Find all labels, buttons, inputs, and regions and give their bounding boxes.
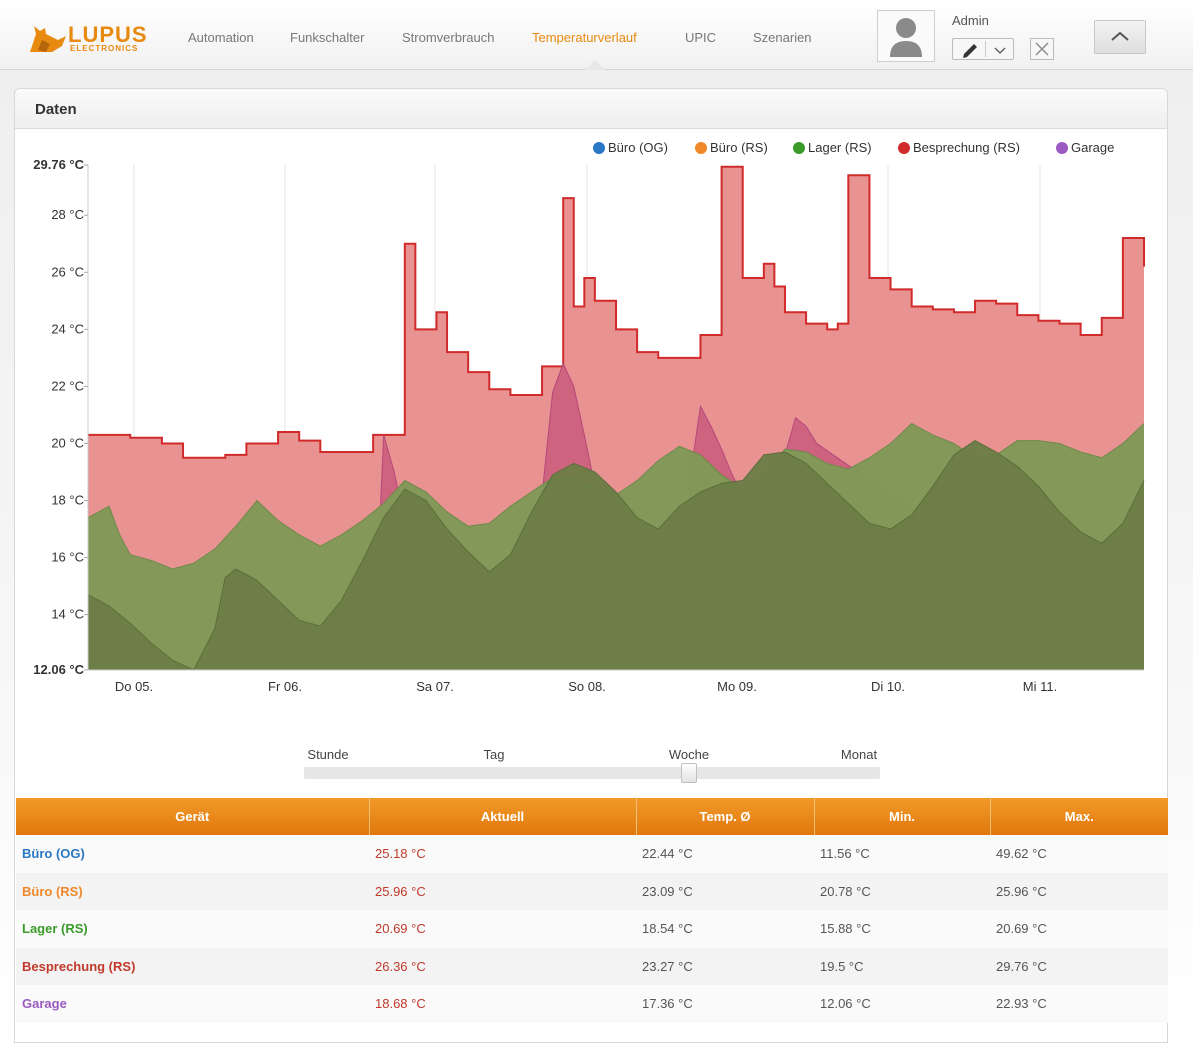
lupus-logo[interactable]: LUPUS ELECTRONICS bbox=[28, 22, 160, 56]
legend-label[interactable]: Besprechung (RS) bbox=[913, 140, 1020, 155]
legend-marker[interactable] bbox=[898, 142, 910, 154]
x-tick-label: Fr 06. bbox=[268, 679, 302, 694]
logo-text: LUPUS bbox=[68, 22, 148, 47]
nav-szenarien[interactable]: Szenarien bbox=[753, 30, 812, 45]
avg-temp: 18.54 °C bbox=[636, 910, 814, 948]
top-bar: LUPUS ELECTRONICS Automation Funkschalte… bbox=[0, 0, 1193, 70]
x-tick-label: Do 05. bbox=[115, 679, 153, 694]
legend-marker[interactable] bbox=[1056, 142, 1068, 154]
min-temp: 19.5 °C bbox=[814, 947, 990, 985]
table-row[interactable]: Besprechung (RS) 26.36 °C 23.27 °C 19.5 … bbox=[16, 947, 1168, 985]
avg-temp: 22.44 °C bbox=[636, 835, 814, 873]
chevron-down-icon[interactable] bbox=[987, 40, 1013, 60]
slider-label-tag[interactable]: Tag bbox=[483, 747, 505, 762]
max-temp: 20.69 °C bbox=[990, 910, 1168, 948]
max-temp: 49.62 °C bbox=[990, 835, 1168, 873]
active-nav-caret bbox=[585, 60, 605, 70]
max-temp: 25.96 °C bbox=[990, 872, 1168, 910]
nav-upic[interactable]: UPIC bbox=[685, 30, 717, 45]
col-min[interactable]: Min. bbox=[814, 798, 991, 835]
pencil-icon bbox=[963, 44, 977, 58]
legend-label[interactable]: Büro (RS) bbox=[710, 140, 768, 155]
legend-label[interactable]: Büro (OG) bbox=[608, 140, 668, 155]
device-name[interactable]: Besprechung (RS) bbox=[16, 947, 369, 985]
nav-stromverbrauch[interactable]: Stromverbrauch bbox=[402, 30, 495, 45]
fox-logo-icon bbox=[30, 26, 66, 52]
series-area-3 bbox=[88, 440, 1144, 670]
logo-subtext: ELECTRONICS bbox=[70, 44, 139, 53]
edit-user-button[interactable] bbox=[952, 38, 1014, 60]
user-name: Admin bbox=[952, 13, 989, 28]
slider-label-woche[interactable]: Woche bbox=[668, 747, 710, 762]
panel-header: Daten bbox=[15, 89, 1167, 129]
y-tick-label: 12.06 °C bbox=[33, 662, 84, 677]
min-temp: 12.06 °C bbox=[814, 985, 990, 1023]
device-name[interactable]: Garage bbox=[16, 985, 369, 1023]
current-temp: 25.18 °C bbox=[369, 835, 636, 873]
avg-temp: 23.27 °C bbox=[636, 947, 814, 985]
slider-label-stunde[interactable]: Stunde bbox=[307, 747, 349, 762]
close-icon bbox=[1035, 42, 1049, 56]
device-name[interactable]: Lager (RS) bbox=[16, 910, 369, 948]
col-temp-avg[interactable]: Temp. Ø bbox=[636, 798, 815, 835]
max-temp: 22.93 °C bbox=[990, 985, 1168, 1023]
temperature-chart: 29.76 °C 28 °C 26 °C 24 °C 22 °C 20 °C 18 °C 16… bbox=[33, 140, 1145, 694]
series-line-0 bbox=[88, 165, 1145, 459]
range-slider-handle[interactable] bbox=[681, 763, 697, 783]
avg-temp: 23.09 °C bbox=[636, 872, 814, 910]
current-temp: 18.68 °C bbox=[369, 985, 636, 1023]
device-name[interactable]: Büro (OG) bbox=[16, 835, 369, 873]
min-temp: 15.88 °C bbox=[814, 910, 990, 948]
min-temp: 11.56 °C bbox=[814, 835, 990, 873]
nav-temperaturverlauf[interactable]: Temperaturverlauf bbox=[532, 30, 637, 45]
legend-marker[interactable] bbox=[593, 142, 605, 154]
col-aktuell[interactable]: Aktuell bbox=[369, 798, 637, 835]
y-tick-label: 28 °C bbox=[51, 207, 84, 222]
y-tick-label: 22 °C bbox=[51, 378, 84, 393]
y-tick-label: 26 °C bbox=[51, 264, 84, 279]
y-tick-label: 29.76 °C bbox=[33, 157, 84, 172]
series-line-3 bbox=[87, 440, 1145, 671]
device-name[interactable]: Büro (RS) bbox=[16, 872, 369, 910]
table-row[interactable]: Büro (RS) 25.96 °C 23.09 °C 20.78 °C 25.… bbox=[16, 872, 1168, 910]
table-row[interactable]: Lager (RS) 20.69 °C 18.54 °C 15.88 °C 20… bbox=[16, 910, 1168, 948]
legend-label[interactable]: Lager (RS) bbox=[808, 140, 872, 155]
table-row[interactable]: Büro (OG) 25.18 °C 22.44 °C 11.56 °C 49.… bbox=[16, 835, 1168, 873]
x-tick-label: Mo 09. bbox=[717, 679, 757, 694]
max-temp: 29.76 °C bbox=[990, 947, 1168, 985]
close-button[interactable] bbox=[1030, 38, 1054, 60]
y-tick-label: 24 °C bbox=[51, 321, 84, 336]
avg-temp: 17.36 °C bbox=[636, 985, 814, 1023]
col-max[interactable]: Max. bbox=[990, 798, 1168, 835]
min-temp: 20.78 °C bbox=[814, 872, 990, 910]
table-header-row: Gerät Aktuell Temp. Ø Min. Max. bbox=[16, 798, 1168, 835]
range-slider-track[interactable] bbox=[304, 767, 880, 779]
user-icon bbox=[890, 18, 922, 57]
current-temp: 26.36 °C bbox=[369, 947, 636, 985]
legend-label[interactable]: Garage bbox=[1071, 140, 1114, 155]
legend-marker[interactable] bbox=[695, 142, 707, 154]
current-temp: 20.69 °C bbox=[369, 910, 636, 948]
current-temp: 25.96 °C bbox=[369, 872, 636, 910]
col-geraet[interactable]: Gerät bbox=[16, 798, 370, 835]
legend-marker[interactable] bbox=[793, 142, 805, 154]
table-row[interactable]: Garage 18.68 °C 17.36 °C 12.06 °C 22.93 … bbox=[16, 985, 1168, 1023]
x-tick-label: Sa 07. bbox=[416, 679, 454, 694]
nav-funkschalter[interactable]: Funkschalter bbox=[290, 30, 365, 45]
chevron-up-icon bbox=[1111, 31, 1129, 41]
panel-title: Daten bbox=[35, 101, 77, 118]
nav-automation[interactable]: Automation bbox=[188, 30, 254, 45]
device-table: Gerät Aktuell Temp. Ø Min. Max. Büro (OG… bbox=[16, 798, 1168, 1023]
slider-label-monat[interactable]: Monat bbox=[840, 747, 878, 762]
collapse-button[interactable] bbox=[1094, 20, 1146, 54]
x-tick-label: Mi 11. bbox=[1023, 679, 1057, 694]
y-tick-label: 16 °C bbox=[51, 550, 84, 565]
x-tick-label: So 08. bbox=[568, 679, 606, 694]
y-tick-label: 18 °C bbox=[51, 493, 84, 508]
y-tick-label: 14 °C bbox=[51, 607, 84, 622]
avatar[interactable] bbox=[877, 10, 935, 62]
y-tick-label: 20 °C bbox=[51, 435, 84, 450]
x-tick-label: Di 10. bbox=[871, 679, 905, 694]
